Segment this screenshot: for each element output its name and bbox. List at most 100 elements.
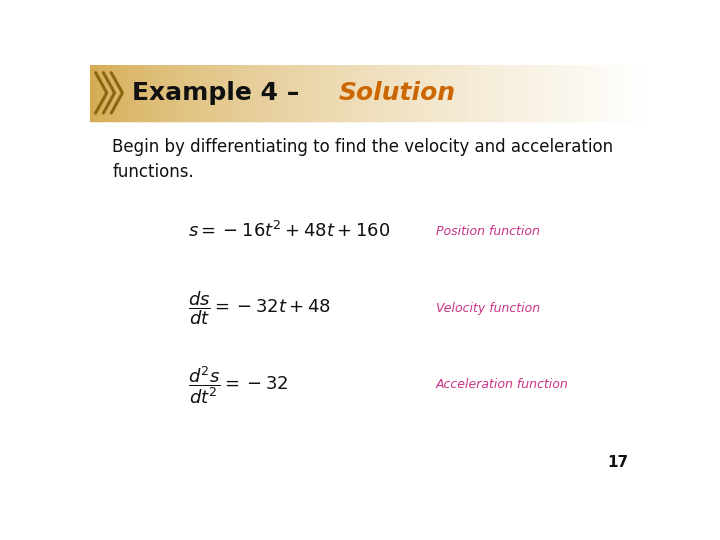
Bar bbox=[557, 65, 559, 121]
Bar bbox=[566, 65, 569, 121]
Bar bbox=[507, 65, 509, 121]
Text: Begin by differentiating to find the velocity and acceleration
functions.: Begin by differentiating to find the vel… bbox=[112, 138, 613, 180]
Bar bbox=[574, 65, 576, 121]
Bar bbox=[320, 65, 323, 121]
Bar bbox=[425, 65, 427, 121]
Bar bbox=[351, 65, 353, 121]
Bar bbox=[423, 65, 426, 121]
Bar bbox=[392, 65, 394, 121]
Bar bbox=[495, 65, 498, 121]
Bar bbox=[564, 65, 567, 121]
Bar bbox=[250, 65, 253, 121]
Bar bbox=[365, 65, 368, 121]
Bar bbox=[140, 65, 143, 121]
Bar bbox=[96, 65, 98, 121]
Bar bbox=[642, 65, 645, 121]
Bar bbox=[114, 65, 117, 121]
Bar bbox=[177, 65, 180, 121]
Bar bbox=[514, 65, 516, 121]
Bar bbox=[209, 65, 212, 121]
Bar bbox=[217, 65, 219, 121]
Bar bbox=[151, 65, 154, 121]
Bar bbox=[399, 65, 401, 121]
Bar bbox=[181, 65, 184, 121]
Bar bbox=[622, 65, 624, 121]
Bar bbox=[555, 65, 557, 121]
Bar bbox=[347, 65, 349, 121]
Bar bbox=[432, 65, 435, 121]
Bar bbox=[343, 65, 346, 121]
Bar bbox=[419, 65, 422, 121]
Bar bbox=[568, 65, 570, 121]
Bar bbox=[501, 65, 503, 121]
Bar bbox=[272, 65, 275, 121]
Bar bbox=[293, 65, 295, 121]
Bar bbox=[135, 65, 137, 121]
Bar bbox=[559, 65, 561, 121]
Bar bbox=[521, 65, 524, 121]
Bar bbox=[469, 65, 472, 121]
Bar bbox=[285, 65, 288, 121]
Bar bbox=[581, 65, 583, 121]
Bar bbox=[588, 65, 591, 121]
Bar bbox=[215, 65, 217, 121]
Bar bbox=[291, 65, 293, 121]
Bar bbox=[222, 65, 225, 121]
Bar bbox=[451, 65, 454, 121]
Bar bbox=[261, 65, 264, 121]
Bar bbox=[164, 65, 167, 121]
Bar bbox=[231, 65, 234, 121]
Bar bbox=[570, 65, 572, 121]
Bar bbox=[101, 65, 104, 121]
Bar bbox=[459, 65, 461, 121]
Bar bbox=[542, 65, 544, 121]
Bar bbox=[360, 65, 362, 121]
Text: 17: 17 bbox=[608, 455, 629, 470]
Bar bbox=[105, 65, 107, 121]
Bar bbox=[421, 65, 423, 121]
Bar bbox=[488, 65, 490, 121]
Bar bbox=[477, 65, 480, 121]
Bar bbox=[315, 65, 318, 121]
Bar bbox=[364, 65, 366, 121]
Bar bbox=[479, 65, 481, 121]
Bar bbox=[94, 65, 96, 121]
Bar bbox=[352, 65, 355, 121]
Bar bbox=[132, 65, 135, 121]
Bar bbox=[224, 65, 226, 121]
Bar bbox=[637, 65, 639, 121]
Bar bbox=[157, 65, 159, 121]
Bar bbox=[345, 65, 347, 121]
Bar bbox=[374, 65, 377, 121]
Bar bbox=[310, 65, 312, 121]
Bar bbox=[583, 65, 585, 121]
Bar bbox=[243, 65, 245, 121]
Bar bbox=[453, 65, 455, 121]
Bar bbox=[311, 65, 314, 121]
Bar bbox=[377, 65, 379, 121]
Bar bbox=[220, 65, 222, 121]
Bar bbox=[397, 65, 400, 121]
Bar bbox=[361, 65, 364, 121]
Bar bbox=[287, 65, 289, 121]
Bar bbox=[367, 65, 369, 121]
Bar bbox=[544, 65, 546, 121]
Bar bbox=[441, 65, 444, 121]
Bar bbox=[572, 65, 574, 121]
Bar bbox=[185, 65, 187, 121]
Bar bbox=[562, 65, 565, 121]
Bar bbox=[380, 65, 382, 121]
Bar bbox=[131, 65, 133, 121]
Bar bbox=[492, 65, 494, 121]
Bar bbox=[237, 65, 239, 121]
Bar bbox=[499, 65, 502, 121]
Bar bbox=[533, 65, 535, 121]
Bar bbox=[449, 65, 451, 121]
Bar bbox=[239, 65, 241, 121]
Bar bbox=[626, 65, 628, 121]
Bar bbox=[609, 65, 611, 121]
Bar bbox=[434, 65, 436, 121]
Bar bbox=[456, 65, 459, 121]
Bar bbox=[92, 65, 94, 121]
Bar bbox=[639, 65, 641, 121]
